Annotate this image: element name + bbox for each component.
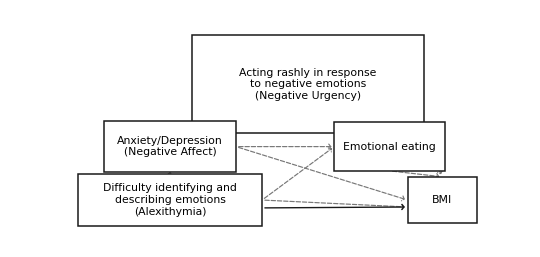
Text: Acting rashly in response
to negative emotions
(Negative Urgency): Acting rashly in response to negative em… bbox=[239, 68, 377, 101]
Text: BMI: BMI bbox=[432, 195, 452, 205]
Text: Emotional eating: Emotional eating bbox=[343, 142, 436, 152]
Text: Anxiety/Depression
(Negative Affect): Anxiety/Depression (Negative Affect) bbox=[117, 136, 223, 157]
FancyBboxPatch shape bbox=[104, 121, 236, 172]
FancyBboxPatch shape bbox=[78, 174, 262, 226]
FancyBboxPatch shape bbox=[192, 35, 424, 133]
Text: Difficulty identifying and
describing emotions
(Alexithymia): Difficulty identifying and describing em… bbox=[103, 183, 237, 217]
FancyBboxPatch shape bbox=[334, 122, 445, 171]
FancyBboxPatch shape bbox=[408, 177, 477, 223]
